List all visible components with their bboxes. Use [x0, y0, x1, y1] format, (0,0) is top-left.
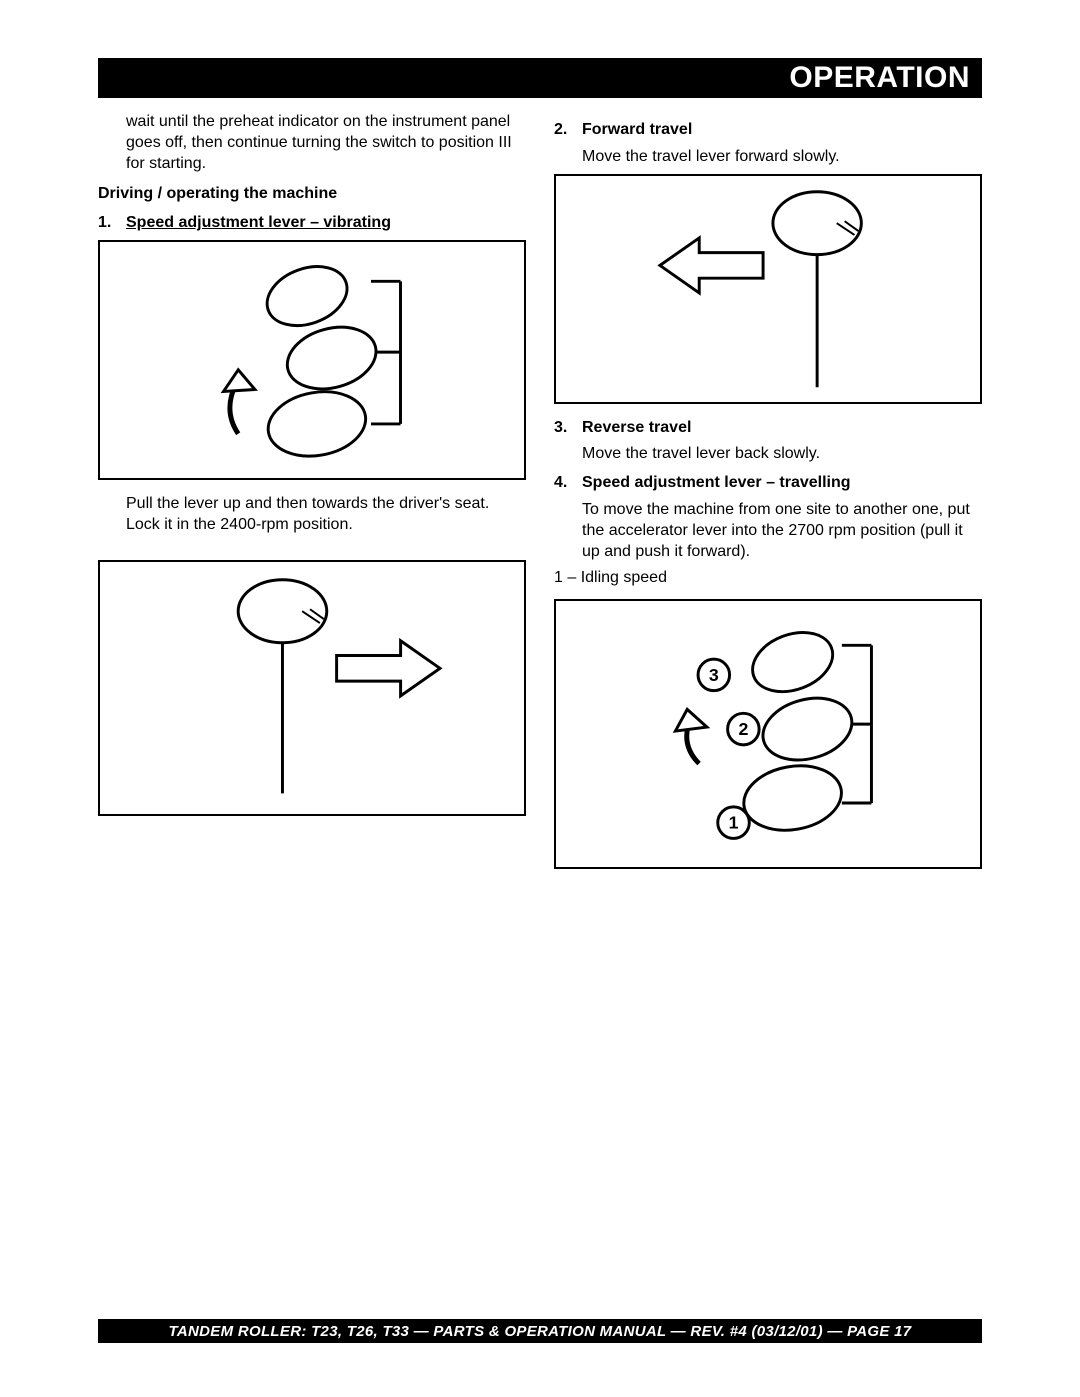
right-column: 2. Forward travel Move the travel lever … [554, 112, 982, 883]
item-4-body: To move the machine from one site to ano… [554, 500, 982, 562]
figure-1-speed-lever-vibrating [98, 240, 526, 480]
item-4-number: 4. [554, 473, 582, 494]
figure-3-travel-lever-reverse [554, 174, 982, 404]
footer-bar: TANDEM ROLLER: T23, T26, T33 — PARTS & O… [98, 1319, 982, 1343]
page-title: OPERATION [789, 61, 970, 95]
section-heading: Driving / operating the machine [98, 184, 526, 205]
intro-text: wait until the preheat indicator on the … [98, 112, 526, 174]
item-4-heading: 4. Speed adjustment lever – travelling [554, 473, 982, 494]
item-2-number: 2. [554, 120, 582, 141]
item-1-heading: 1. Speed adjustment lever – vibrating [98, 213, 526, 234]
lever-positions-icon: 3 2 1 [556, 601, 980, 867]
item-1-number: 1. [98, 213, 126, 234]
label-3: 3 [709, 665, 719, 685]
item-4-label: Speed adjustment lever – travelling [582, 473, 982, 494]
item-2-body: Move the travel lever forward slowly. [554, 147, 982, 168]
travel-lever-forward-icon [100, 562, 524, 814]
label-2: 2 [738, 719, 748, 739]
travel-lever-reverse-icon [556, 176, 980, 402]
item-3-body: Move the travel lever back slowly. [554, 444, 982, 465]
item-3-label: Reverse travel [582, 418, 982, 439]
item-1-label: Speed adjustment lever – vibrating [126, 213, 526, 234]
left-column: wait until the preheat indicator on the … [98, 112, 526, 883]
figure-4-speed-lever-travelling: 3 2 1 [554, 599, 982, 869]
item-2-label: Forward travel [582, 120, 982, 141]
lever-diagram-icon [100, 242, 524, 478]
idle-speed-note: 1 – Idling speed [554, 568, 982, 589]
content-columns: wait until the preheat indicator on the … [98, 112, 982, 883]
header-bar: OPERATION [98, 58, 982, 98]
label-1: 1 [729, 813, 739, 833]
item-3-heading: 3. Reverse travel [554, 418, 982, 439]
item-3-number: 3. [554, 418, 582, 439]
item-2-heading: 2. Forward travel [554, 120, 982, 141]
footer-text: TANDEM ROLLER: T23, T26, T33 — PARTS & O… [169, 1323, 912, 1340]
item-1-body: Pull the lever up and then towards the d… [98, 494, 526, 536]
figure-2-travel-lever-forward [98, 560, 526, 816]
